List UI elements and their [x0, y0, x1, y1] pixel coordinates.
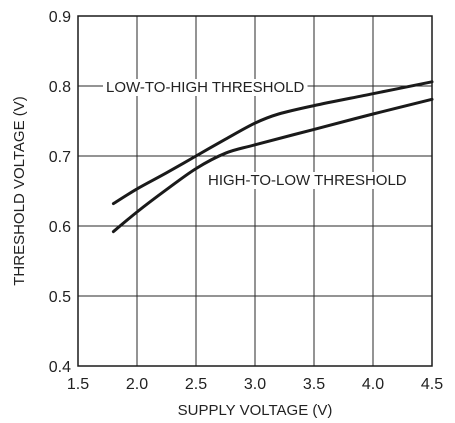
- series-curves: [111, 80, 434, 234]
- x-tick-label: 2.5: [185, 376, 207, 393]
- x-axis-label: SUPPLY VOLTAGE (V): [178, 402, 333, 419]
- low-to-high-threshold-curve: [111, 80, 434, 206]
- y-tick-label: 0.5: [49, 289, 71, 306]
- x-tick-labels: 1.5 2.0 2.5 3.0 3.5 4.0 4.5: [67, 376, 443, 393]
- x-tick-label: 3.5: [303, 376, 325, 393]
- y-tick-label: 0.9: [49, 9, 71, 26]
- high-to-low-threshold-curve: [111, 97, 434, 234]
- high-to-low-threshold-label: HIGH-TO-LOW THRESHOLD: [208, 172, 407, 189]
- y-tick-label: 0.7: [49, 149, 71, 166]
- y-tick-label: 0.4: [49, 359, 71, 376]
- low-to-high-label-background: [103, 79, 308, 96]
- y-tick-label: 0.8: [49, 79, 71, 96]
- x-tick-label: 1.5: [67, 376, 89, 393]
- x-tick-label: 2.0: [126, 376, 148, 393]
- high-to-low-label-background: [205, 172, 410, 189]
- y-axis-label: THRESHOLD VOLTAGE (V): [11, 96, 28, 285]
- x-tick-label: 4.5: [421, 376, 443, 393]
- plot-frame: [77, 15, 433, 367]
- low-to-high-threshold-label: LOW-TO-HIGH THRESHOLD: [106, 79, 305, 96]
- y-tick-label: 0.6: [49, 219, 71, 236]
- x-tick-label: 4.0: [362, 376, 384, 393]
- x-tick-label: 3.0: [244, 376, 266, 393]
- y-tick-labels: 0.4 0.5 0.6 0.7 0.8 0.9: [49, 9, 71, 376]
